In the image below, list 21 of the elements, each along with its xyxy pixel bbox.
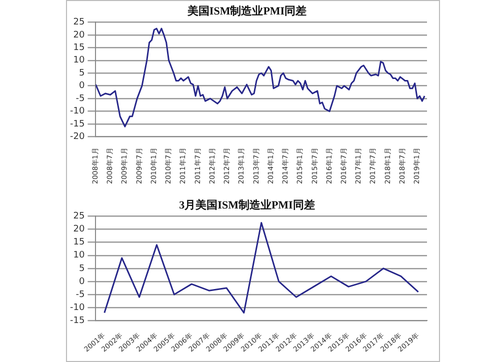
- y-tick-label: 10: [73, 56, 85, 66]
- y-tick-label: -20: [70, 132, 85, 142]
- y-tick-label: 20: [73, 224, 85, 235]
- y-tick-label: 15: [73, 42, 85, 53]
- y-tick-label: 5: [78, 68, 85, 78]
- chart-title: 3月美国ISM制造业PMI同差: [179, 198, 315, 212]
- y-tick-label: 25: [73, 212, 85, 222]
- y-tick-label: -10: [70, 106, 85, 117]
- y-tick-label: -10: [70, 302, 85, 313]
- y-tick-label: 20: [73, 30, 85, 40]
- y-tick-label: 10: [73, 250, 85, 261]
- chart-title: 美国ISM制造业PMI同差: [186, 4, 307, 18]
- y-tick-label: 5: [78, 264, 85, 274]
- y-tick-label: 15: [73, 238, 85, 248]
- y-tick-label: -5: [76, 290, 85, 300]
- y-tick-label: 25: [73, 18, 85, 28]
- y-tick-label: -5: [76, 94, 85, 104]
- y-tick-label: 0: [78, 276, 85, 287]
- y-tick-label: 0: [78, 81, 85, 92]
- y-tick-label: -15: [70, 119, 85, 130]
- y-tick-label: -15: [70, 316, 85, 326]
